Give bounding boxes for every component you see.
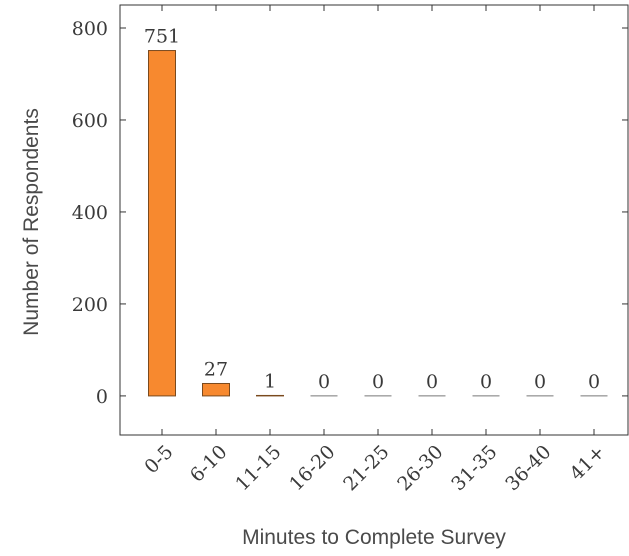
plot-border: [119, 4, 629, 436]
y-axis-title: Number of Respondents: [20, 108, 43, 336]
bars: [148, 50, 608, 397]
x-tick-label: 0-5: [140, 441, 177, 478]
x-tick-label: 6-10: [186, 441, 232, 487]
data-labels: 751 27 1 0 0 0 0 0 0: [144, 26, 600, 393]
bar: [148, 50, 176, 397]
x-tick-label: 16-20: [285, 441, 339, 495]
x-tick-label: 36-40: [501, 441, 555, 495]
x-axis-title: Minutes to Complete Survey: [242, 526, 506, 549]
data-label: 0: [480, 371, 492, 393]
data-label: 0: [588, 371, 600, 393]
data-label: 0: [534, 371, 546, 393]
y-tick-label: 600: [72, 110, 108, 132]
x-tick-label: 11-15: [231, 441, 285, 495]
y-tick-label: 0: [96, 386, 108, 408]
x-tick-label: 21-25: [339, 441, 393, 495]
data-label: 0: [318, 371, 330, 393]
plot-frame: [119, 4, 629, 436]
data-label: 751: [144, 26, 180, 48]
y-tick-label: 200: [72, 294, 108, 316]
y-tick-label: 800: [72, 18, 108, 40]
x-tick-label: 41+: [566, 441, 610, 485]
x-tick-label: 26-30: [393, 441, 447, 495]
data-label: 0: [426, 371, 438, 393]
data-label: 27: [204, 358, 228, 380]
x-axis-ticks: 0-5 6-10 11-15 16-20 21-25 26-30 31-35 36-40 41+: [140, 5, 610, 495]
y-axis-ticks: 0 200 400 600 800: [72, 18, 628, 408]
data-label: 1: [264, 370, 276, 392]
y-tick-label: 400: [72, 202, 108, 224]
bar: [202, 382, 230, 397]
x-tick-label: 31-35: [447, 441, 501, 495]
data-label: 0: [372, 371, 384, 393]
